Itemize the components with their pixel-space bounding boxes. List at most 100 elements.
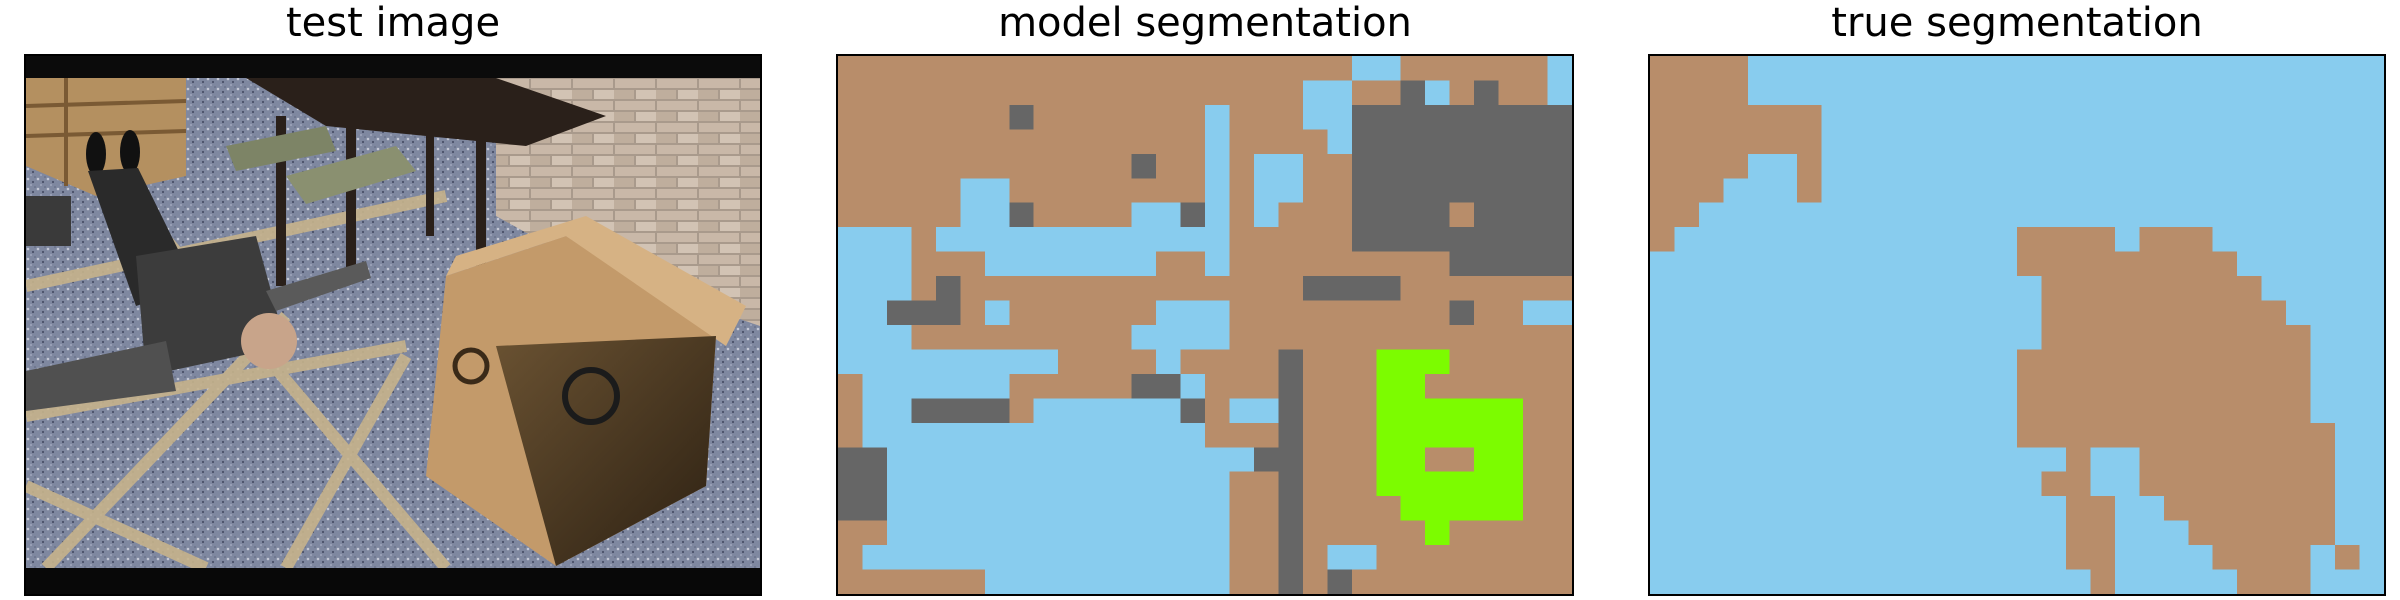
segmentation-cell [1547, 496, 1572, 522]
segmentation-cell [1327, 300, 1353, 326]
segmentation-cell [1821, 422, 1847, 448]
segmentation-cell [1156, 398, 1182, 424]
segmentation-cell [2090, 202, 2116, 228]
segmentation-cell [1796, 496, 1822, 522]
segmentation-cell [1698, 496, 1724, 522]
segmentation-cell [886, 520, 912, 546]
segmentation-cell [1747, 251, 1773, 277]
segmentation-cell [1229, 276, 1255, 302]
segmentation-cell [2065, 520, 2091, 546]
segmentation-cell [2188, 104, 2214, 130]
segmentation-cell [1650, 300, 1675, 326]
segmentation-cell [862, 276, 888, 302]
segmentation-cell [2139, 373, 2165, 399]
segmentation-cell [1107, 471, 1133, 497]
segmentation-cell [1449, 80, 1475, 106]
segmentation-cell [2237, 471, 2263, 497]
segmentation-cell [1253, 422, 1279, 448]
segmentation-cell [2212, 520, 2238, 546]
segmentation-cell [1278, 422, 1304, 448]
segmentation-cell [2017, 300, 2042, 326]
segmentation-cell [1992, 104, 2018, 130]
segmentation-cell [1698, 80, 1724, 106]
segmentation-cell [1278, 373, 1304, 399]
segmentation-cell [911, 373, 937, 399]
segmentation-cell [1943, 153, 1969, 179]
segmentation-cell [1253, 496, 1279, 522]
segmentation-cell [1968, 227, 1994, 253]
segmentation-cell [2261, 569, 2287, 594]
segmentation-cell [2237, 349, 2263, 375]
segmentation-cell [1229, 80, 1255, 106]
segmentation-cell [1400, 56, 1426, 81]
segmentation-cell [2139, 496, 2165, 522]
segmentation-cell [1302, 80, 1328, 106]
segmentation-cell [1131, 178, 1157, 204]
segmentation-cell [838, 496, 863, 522]
segmentation-cell [1968, 129, 1994, 155]
segmentation-cell [2017, 398, 2042, 424]
segmentation-cell [2139, 227, 2165, 253]
segmentation-cell [1498, 227, 1524, 253]
segmentation-cell [1058, 202, 1084, 228]
segmentation-cell [2359, 325, 2384, 350]
segmentation-cell [2212, 422, 2238, 448]
segmentation-cell [960, 545, 986, 571]
segmentation-cell [1131, 104, 1157, 130]
segmentation-cell [1474, 276, 1500, 302]
segmentation-cell [1058, 447, 1084, 473]
segmentation-cell [1449, 496, 1475, 522]
segmentation-cell [1205, 104, 1230, 130]
segmentation-cell [1400, 227, 1426, 253]
segmentation-cell [1156, 300, 1182, 326]
segmentation-cell [1205, 153, 1230, 179]
segmentation-cell [1058, 129, 1084, 155]
segmentation-cell [1674, 398, 1700, 424]
segmentation-cell [2065, 422, 2091, 448]
segmentation-cell [1894, 153, 1920, 179]
segmentation-cell [2065, 153, 2091, 179]
segmentation-cell [1968, 349, 1994, 375]
segmentation-cell [2237, 153, 2263, 179]
segmentation-cell [1131, 569, 1157, 594]
segmentation-cell [862, 80, 888, 106]
segmentation-cell [1772, 569, 1798, 594]
segmentation-cell [2114, 520, 2140, 546]
segmentation-cell [2017, 496, 2042, 522]
segmentation-cell [1351, 545, 1377, 571]
segmentation-cell [1156, 349, 1182, 375]
segmentation-cell [1302, 349, 1328, 375]
segmentation-cell [1747, 276, 1773, 302]
segmentation-cell [862, 227, 888, 253]
segmentation-cell [862, 300, 888, 326]
segmentation-cell [862, 398, 888, 424]
segmentation-cell [1327, 422, 1353, 448]
segmentation-cell [1180, 520, 1206, 546]
title-true-segmentation: true segmentation [1831, 0, 2203, 46]
segmentation-cell [1845, 422, 1871, 448]
segmentation-cell [2310, 520, 2336, 546]
segmentation-cell [1205, 325, 1230, 350]
segmentation-cell [1082, 349, 1108, 375]
segmentation-cell [1547, 227, 1572, 253]
segmentation-cell [1796, 202, 1822, 228]
segmentation-cell [1821, 153, 1847, 179]
segmentation-cell [2139, 349, 2165, 375]
segmentation-cell [2237, 447, 2263, 473]
segmentation-cell [838, 520, 863, 546]
segmentation-cell [1205, 471, 1230, 497]
segmentation-cell [1351, 56, 1377, 81]
segmentation-cell [1376, 300, 1402, 326]
segmentation-cell [1968, 496, 1994, 522]
segmentation-cell [911, 325, 937, 350]
segmentation-cell [1943, 202, 1969, 228]
segmentation-cell [1082, 80, 1108, 106]
segmentation-cell [1943, 129, 1969, 155]
segmentation-cell [2310, 496, 2336, 522]
segmentation-cell [2163, 300, 2189, 326]
segmentation-cell [862, 349, 888, 375]
segmentation-cell [1033, 545, 1059, 571]
segmentation-cell [1747, 227, 1773, 253]
test-image-panel [24, 54, 762, 596]
segmentation-cell [886, 447, 912, 473]
